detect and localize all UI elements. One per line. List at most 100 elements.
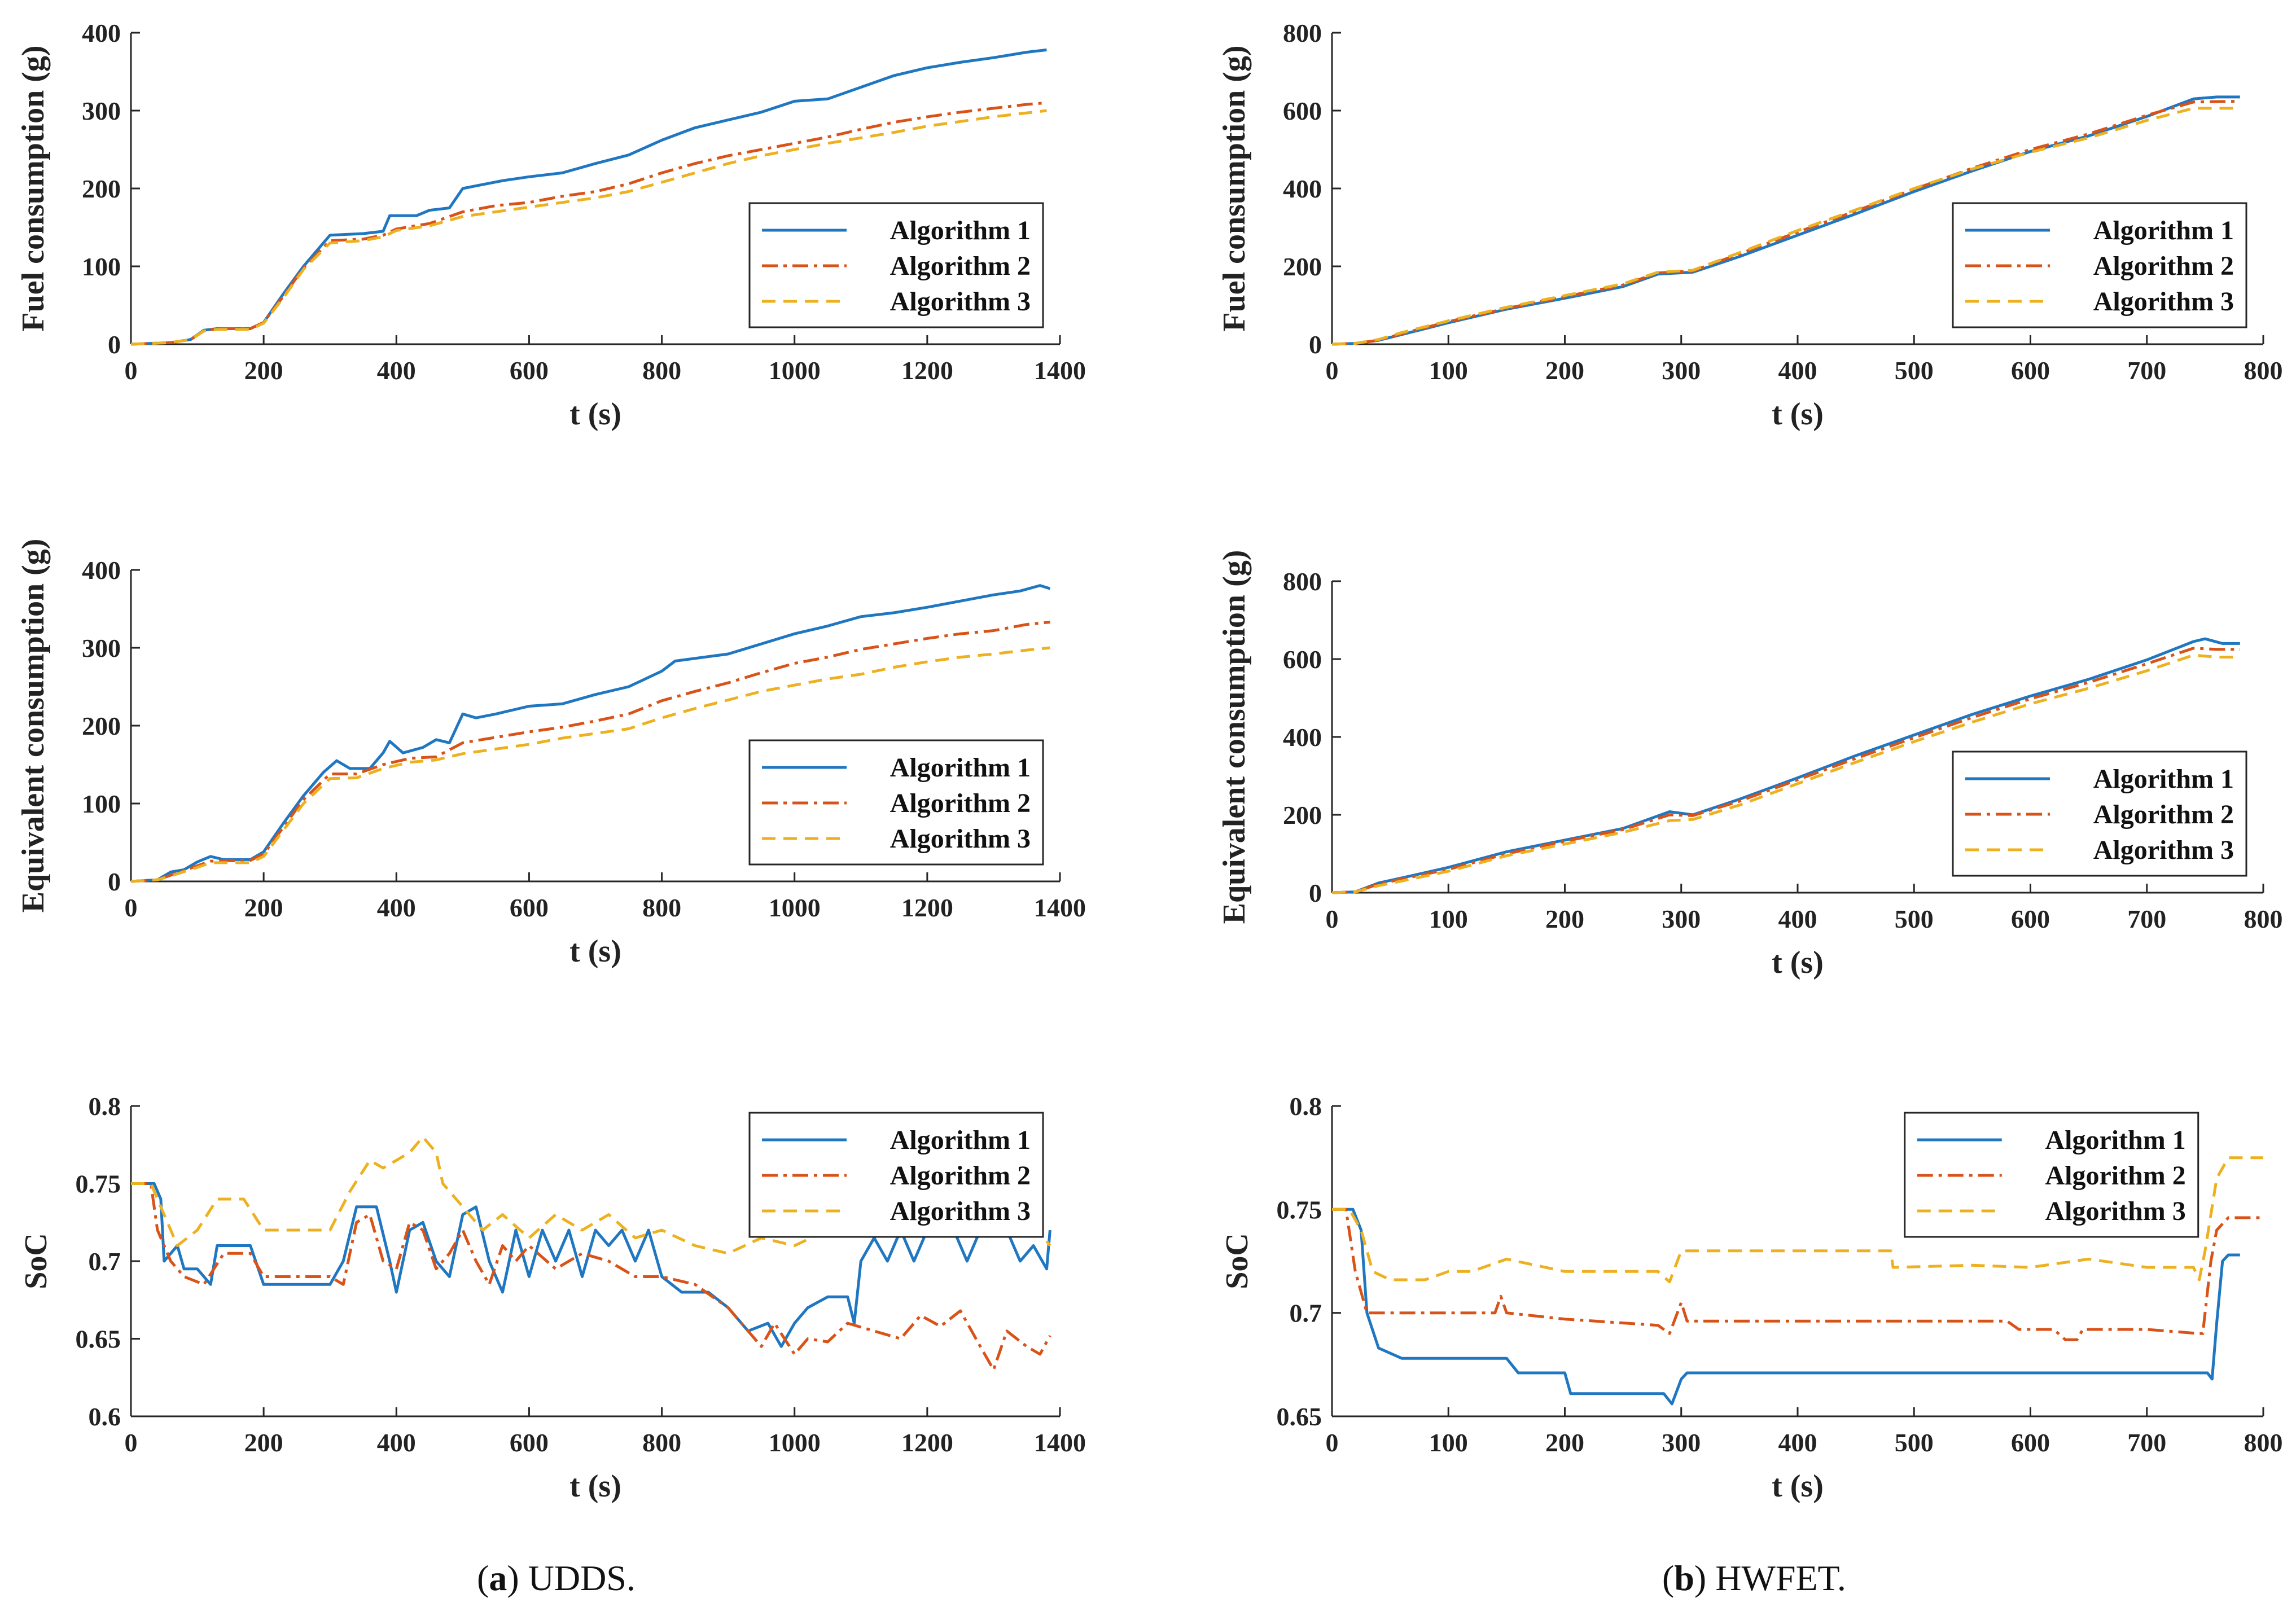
x-tick-label: 0	[1326, 905, 1339, 933]
x-axis-label: t (s)	[569, 1469, 621, 1504]
x-tick-label: 600	[510, 1428, 549, 1457]
y-tick-label: 600	[1283, 645, 1322, 674]
caption-b-text: HWFET.	[1715, 1558, 1846, 1598]
y-tick-label: 100	[82, 252, 121, 281]
x-tick-label: 600	[2011, 1428, 2050, 1457]
x-tick-label: 1000	[769, 893, 821, 922]
legend: Algorithm 1 Algorithm 2 Algorithm 3	[748, 202, 1044, 328]
chart-b1: 0 100 200 300 400 500 600 700 800 0 200 400 600 800 t …	[1217, 19, 2283, 432]
y-tick-label: 0	[108, 867, 121, 896]
x-tick-label: 200	[1545, 1428, 1584, 1457]
y-tick-label: 0.7	[1290, 1299, 1322, 1328]
y-tick-label: 300	[82, 96, 121, 125]
caption-a-text: UDDS.	[528, 1558, 636, 1598]
y-tick-label: 400	[1283, 723, 1322, 752]
series-line-algorithm-1	[1332, 1208, 2240, 1406]
legend-label-algorithm-1: Algorithm 1	[890, 1125, 1031, 1155]
legend-label-algorithm-2: Algorithm 2	[2045, 1161, 2185, 1191]
chart-a3: 0 200 400 600 800 1000 1200 1400 0.6 0.65 0.7 0.75 0…	[19, 1092, 1086, 1504]
x-tick-label: 200	[1545, 905, 1584, 933]
x-axis-label: t (s)	[569, 934, 621, 969]
y-tick-label: 0.8	[1290, 1092, 1322, 1121]
x-tick-label: 500	[1895, 356, 1934, 385]
x-tick-label: 400	[377, 1428, 416, 1457]
x-axis-label: t (s)	[1772, 397, 1824, 432]
x-tick-label: 800	[642, 356, 681, 385]
y-tick-label: 0.7	[89, 1247, 121, 1276]
y-tick-label: 100	[82, 789, 121, 818]
series-line-algorithm-2	[130, 101, 1047, 346]
y-tick-label: 0.75	[1277, 1195, 1322, 1224]
x-tick-label: 100	[1429, 1428, 1468, 1457]
y-tick-label: 200	[82, 174, 121, 203]
x-tick-label: 600	[510, 356, 549, 385]
y-tick-label: 600	[1283, 96, 1322, 125]
legend-label-algorithm-3: Algorithm 3	[2093, 835, 2234, 865]
legend-label-algorithm-3: Algorithm 3	[890, 287, 1031, 317]
y-tick-label: 0	[108, 330, 121, 359]
caption-a: (a) UDDS.	[477, 1558, 636, 1598]
caption-b-label: b	[1674, 1558, 1694, 1598]
y-tick-label: 300	[82, 634, 121, 662]
legend-label-algorithm-3: Algorithm 3	[890, 1196, 1031, 1226]
legend-label-algorithm-2: Algorithm 2	[2093, 800, 2234, 829]
legend-label-algorithm-1: Algorithm 1	[2045, 1125, 2185, 1155]
x-tick-label: 800	[2244, 1428, 2283, 1457]
y-axis-label: Equivalent consumption (g)	[1217, 550, 1252, 924]
series-line-algorithm-1	[130, 584, 1051, 883]
y-tick-label: 0	[1309, 330, 1322, 359]
legend-label-algorithm-1: Algorithm 1	[890, 216, 1031, 245]
x-tick-label: 800	[2244, 905, 2283, 933]
x-tick-label: 600	[510, 893, 549, 922]
x-tick-label: 100	[1429, 356, 1468, 385]
chart-a2: 0 200 400 600 800 1000 1200 1400 0 100 200 300 400 t …	[16, 539, 1086, 969]
x-tick-label: 1400	[1034, 356, 1086, 385]
x-tick-label: 1200	[901, 356, 953, 385]
legend-label-algorithm-2: Algorithm 2	[890, 251, 1031, 281]
x-tick-label: 800	[642, 893, 681, 922]
series-line-algorithm-3	[1331, 653, 2240, 894]
x-tick-label: 800	[2244, 356, 2283, 385]
y-axis-label: SoC	[1220, 1233, 1255, 1289]
y-tick-label: 0	[1309, 879, 1322, 907]
x-tick-label: 700	[2127, 1428, 2166, 1457]
x-tick-label: 500	[1895, 905, 1934, 933]
x-tick-label: 0	[125, 1428, 138, 1457]
x-tick-label: 400	[1778, 905, 1817, 933]
chart-b2: 0 100 200 300 400 500 600 700 800 0 200 400 600 800 t …	[1217, 550, 2283, 980]
series-line-algorithm-2	[131, 1182, 1051, 1371]
legend-label-algorithm-3: Algorithm 3	[2093, 287, 2234, 317]
x-tick-label: 300	[1662, 356, 1701, 385]
x-tick-label: 1000	[769, 1428, 821, 1457]
y-tick-label: 200	[1283, 252, 1322, 281]
x-tick-label: 200	[1545, 356, 1584, 385]
legend: Algorithm 1 Algorithm 2 Algorithm 3	[1952, 202, 2247, 328]
y-axis-label: Equivalent consumption (g)	[16, 539, 51, 913]
series-line-algorithm-2	[1331, 647, 2240, 894]
x-axis-label: t (s)	[1772, 945, 1824, 980]
legend-label-algorithm-2: Algorithm 2	[890, 788, 1031, 818]
x-tick-label: 1200	[901, 893, 953, 922]
legend-label-algorithm-2: Algorithm 2	[890, 1161, 1031, 1191]
x-tick-label: 400	[377, 893, 416, 922]
x-tick-label: 300	[1662, 1428, 1701, 1457]
x-axis-label: t (s)	[1772, 1469, 1824, 1504]
x-tick-label: 1000	[769, 356, 821, 385]
y-axis-label: SoC	[19, 1233, 54, 1289]
x-tick-label: 700	[2127, 905, 2166, 933]
x-tick-label: 1200	[901, 1428, 953, 1457]
series-line-algorithm-3	[130, 109, 1047, 346]
series-line-algorithm-2	[130, 621, 1050, 883]
y-tick-label: 200	[82, 712, 121, 740]
y-tick-label: 0.65	[1277, 1402, 1322, 1431]
y-tick-label: 400	[82, 19, 121, 47]
series-line-algorithm-2	[1332, 1208, 2263, 1341]
caption-b: (b) HWFET.	[1662, 1558, 1846, 1598]
x-tick-label: 1400	[1034, 1428, 1086, 1457]
x-tick-label: 200	[244, 356, 283, 385]
legend-label-algorithm-3: Algorithm 3	[2045, 1196, 2185, 1226]
y-axis-label: Fuel consumption (g)	[1217, 45, 1252, 331]
y-tick-label: 200	[1283, 801, 1322, 829]
caption-a-label: a	[489, 1558, 507, 1598]
